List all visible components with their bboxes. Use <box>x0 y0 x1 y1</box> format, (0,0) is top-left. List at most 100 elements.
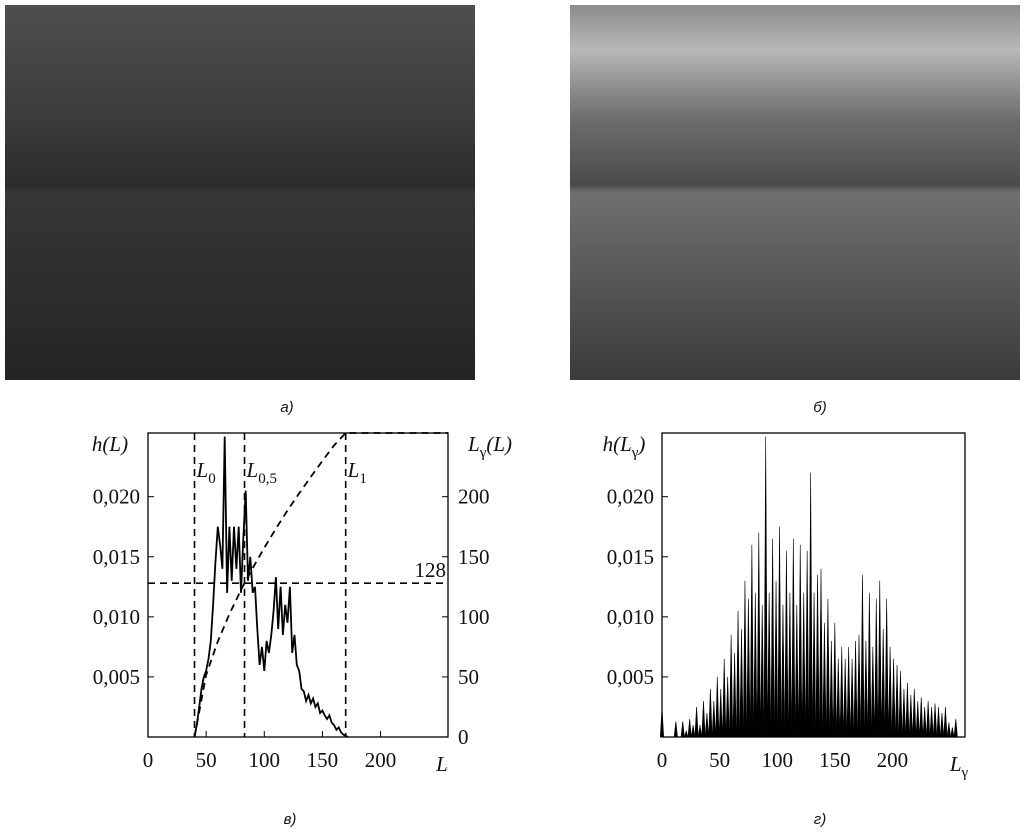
histogram-spike <box>863 640 868 738</box>
histogram-spike <box>860 574 865 738</box>
histogram-spike <box>746 598 751 738</box>
histogram-spike <box>936 706 941 738</box>
histogram-spike <box>736 610 741 738</box>
histogram-spike <box>829 640 834 738</box>
y2-tick-label: 50 <box>458 665 479 689</box>
histogram-spike <box>794 604 799 738</box>
x-tick-label: 150 <box>307 748 339 772</box>
histogram-spike <box>850 658 855 738</box>
label-main: h(L) <box>92 432 128 456</box>
reference-label: L0 <box>196 458 216 487</box>
reference-label: L1 <box>347 458 367 487</box>
histogram-spike <box>784 550 789 738</box>
y-axis-label: h(Lγ) <box>603 432 646 461</box>
label-main: L <box>949 752 962 776</box>
y-tick-label: 0,005 <box>607 665 654 689</box>
histogram-spike <box>687 718 692 738</box>
histogram-spike <box>939 712 944 738</box>
y-axis-label: h(L) <box>92 432 128 456</box>
label-main: L <box>467 432 480 456</box>
histogram-spike <box>749 544 754 738</box>
histogram-spike <box>753 592 758 738</box>
histogram-spike <box>888 646 893 738</box>
histogram-spike <box>836 658 841 738</box>
y-tick-label: 0,015 <box>93 545 140 569</box>
histogram-spike <box>832 622 837 738</box>
histogram-spike <box>846 646 851 738</box>
histogram-spike <box>763 436 768 738</box>
histogram-spike <box>725 676 730 738</box>
histogram-spike <box>895 664 900 738</box>
plot-frame <box>147 432 449 738</box>
y-tick-label: 0,010 <box>607 605 654 629</box>
histogram-spike <box>805 550 810 738</box>
histogram-spike <box>718 688 723 738</box>
histogram-spike <box>884 598 889 738</box>
histogram-spike <box>898 670 903 738</box>
histogram-spike <box>732 652 737 738</box>
histogram-spike <box>853 640 858 738</box>
x-tick-label: 100 <box>761 748 793 772</box>
x-tick-label: 50 <box>196 748 217 772</box>
x-tick-label: 0 <box>657 748 668 772</box>
histogram-spike <box>919 697 924 738</box>
histogram-spike <box>729 634 734 738</box>
histogram-spike <box>881 628 886 738</box>
histogram-spike <box>908 694 913 738</box>
y2-tick-label: 150 <box>458 545 490 569</box>
y-tick-label: 0,015 <box>607 545 654 569</box>
histogram-spike <box>905 682 910 738</box>
y2-tick-label: 100 <box>458 605 490 629</box>
histogram-spike <box>791 538 796 738</box>
histogram-spike <box>780 604 785 738</box>
caption: б) <box>813 399 826 416</box>
histogram-spike <box>874 598 879 738</box>
histogram-spike <box>756 532 761 738</box>
x-tick-label: 0 <box>143 748 154 772</box>
reference-label: L0,5 <box>246 458 277 487</box>
histogram-spike <box>704 712 709 738</box>
y-tick-label: 0,010 <box>93 605 140 629</box>
histogram-spike <box>777 526 782 738</box>
histogram-spike <box>891 658 896 738</box>
label-tail: (L) <box>486 432 512 456</box>
chart-left: 0 50 100 150 200 0,005 0,010 0,015 0,020 0 50 100 15… <box>92 432 512 776</box>
label-main: L <box>196 458 209 482</box>
reference-value: 128 <box>415 558 447 582</box>
label-main: L <box>347 458 360 482</box>
label-sub: γ <box>479 445 487 461</box>
x-tick-label: 200 <box>877 748 909 772</box>
histogram-spike <box>659 706 665 738</box>
x-tick-label: 100 <box>249 748 281 772</box>
histogram-spike <box>798 544 803 738</box>
histogram-spike <box>760 604 765 738</box>
x-axis-label: Lγ <box>949 752 969 781</box>
histogram-spike <box>801 592 806 738</box>
label-main: L <box>246 458 259 482</box>
histogram-spike <box>912 688 917 738</box>
histogram-spike <box>684 729 689 738</box>
y2-axis-label: Lγ(L) <box>467 432 512 461</box>
gamma-curve <box>193 432 448 738</box>
histogram-spike <box>715 676 720 738</box>
histogram-spike <box>839 646 844 738</box>
histogram-spike <box>722 658 727 738</box>
photo-corrected <box>570 5 1020 380</box>
histogram-spike <box>929 706 934 738</box>
histogram-spike <box>691 724 696 738</box>
histogram-spike <box>877 580 882 738</box>
label-sub: γ <box>631 445 639 461</box>
histogram-spike <box>901 688 906 738</box>
histogram-spike <box>822 622 827 738</box>
y2-tick-label: 0 <box>458 725 469 749</box>
y2-tick-label: 200 <box>458 485 490 509</box>
histogram-spike <box>857 634 862 738</box>
histogram-spike <box>697 724 703 738</box>
histogram-spike <box>739 628 744 738</box>
y-tick-label: 0,020 <box>93 485 140 509</box>
histogram-spike <box>953 718 958 738</box>
histogram-spike <box>708 688 713 738</box>
histogram-spike <box>926 700 931 738</box>
